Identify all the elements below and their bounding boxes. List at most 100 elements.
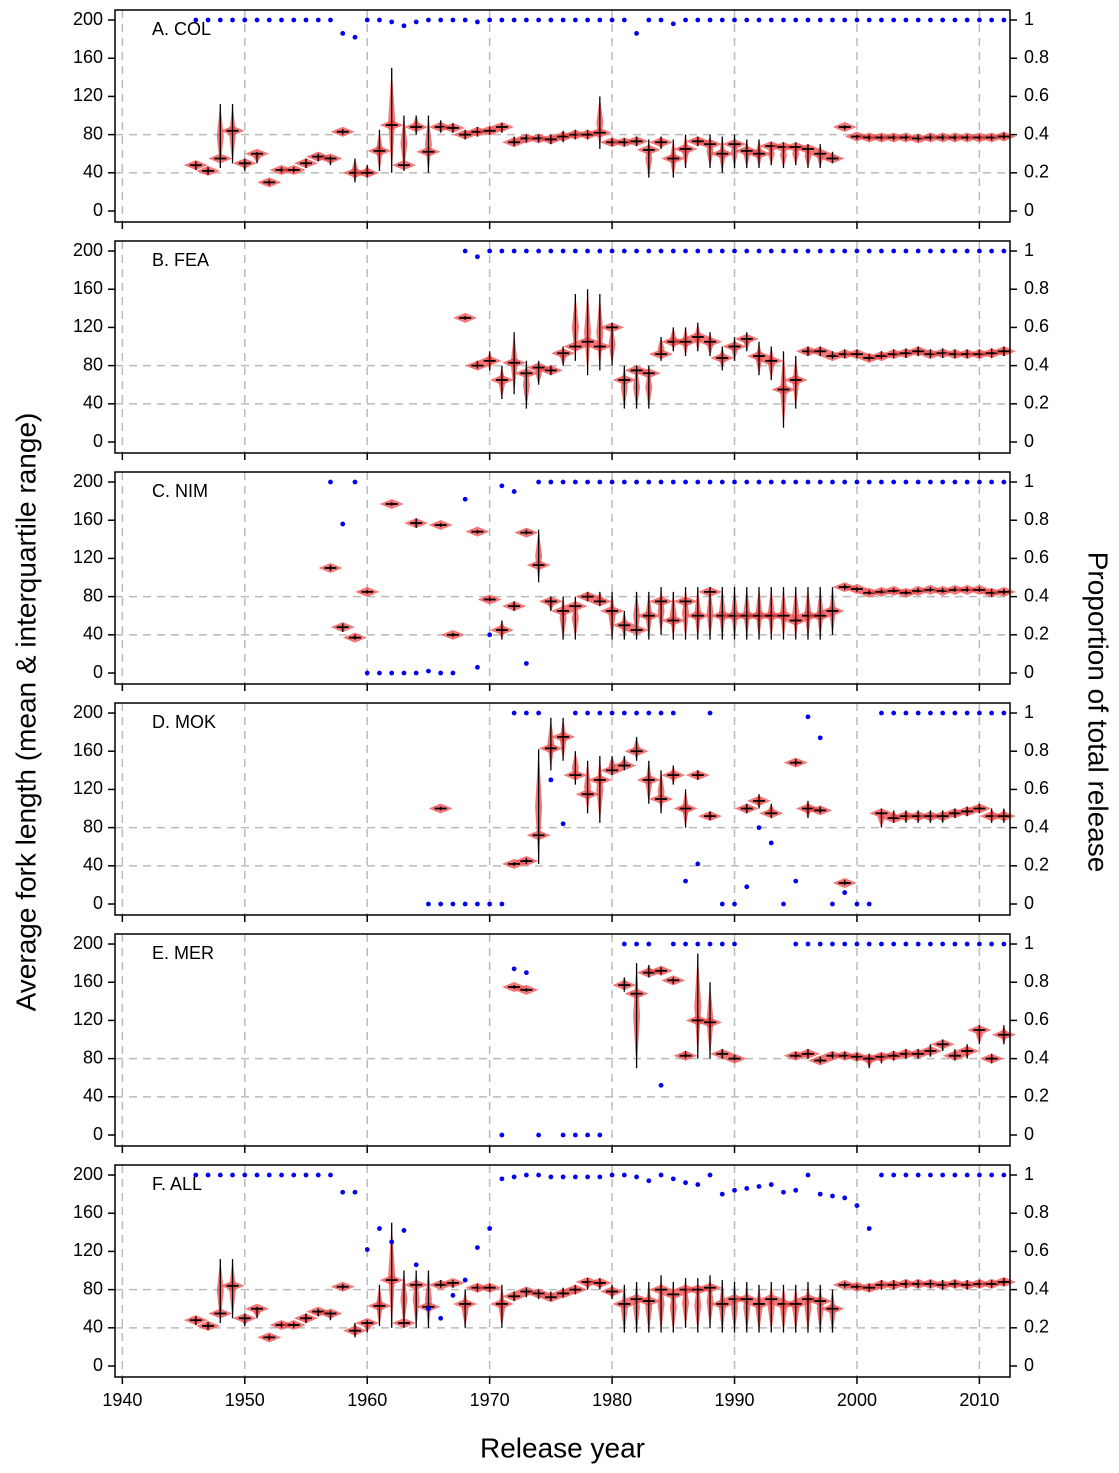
proportion-dot xyxy=(781,248,786,254)
proportion-dot xyxy=(585,710,590,716)
proportion-dot xyxy=(866,941,872,947)
proportion-dot xyxy=(707,248,713,254)
proportion-dot xyxy=(487,901,493,907)
proportion-dot xyxy=(242,1172,248,1178)
x-tick-label: 1950 xyxy=(225,1390,265,1410)
y2-tick-label: 0.6 xyxy=(1024,778,1049,798)
proportion-dot xyxy=(1001,1172,1007,1178)
proportion-dot xyxy=(879,710,884,716)
proportion-dot xyxy=(560,479,566,485)
proportion-dot xyxy=(597,479,603,485)
proportion-dot xyxy=(964,710,970,716)
proportion-dot xyxy=(266,17,272,23)
proportion-dot xyxy=(230,17,235,23)
proportion-dot xyxy=(560,821,566,827)
proportion-dot xyxy=(1001,248,1007,254)
proportion-dot xyxy=(768,248,774,254)
proportion-dot xyxy=(364,670,370,676)
proportion-dot xyxy=(548,17,554,23)
y2-tick-label: 0 xyxy=(1024,893,1034,913)
y-tick-label: 160 xyxy=(73,509,103,529)
proportion-dot xyxy=(585,479,590,485)
proportion-dot xyxy=(462,496,468,502)
proportion-dot xyxy=(634,30,639,36)
proportion-dot xyxy=(928,1172,933,1178)
proportion-dot xyxy=(781,17,786,23)
proportion-dot xyxy=(903,17,909,23)
proportion-dot xyxy=(1001,710,1007,716)
proportion-dot xyxy=(377,17,382,23)
y-tick-label: 160 xyxy=(73,47,103,67)
proportion-dot xyxy=(940,710,946,716)
proportion-dot xyxy=(940,248,946,254)
proportion-dot xyxy=(805,17,811,23)
proportion-dot xyxy=(426,901,431,907)
proportion-dot xyxy=(928,941,933,947)
proportion-dot xyxy=(646,941,652,947)
proportion-dot xyxy=(989,17,995,23)
proportion-dot xyxy=(597,710,603,716)
proportion-dot xyxy=(670,1176,676,1182)
proportion-dot xyxy=(426,1306,431,1312)
y-tick-label: 120 xyxy=(73,1009,103,1029)
proportion-dot xyxy=(475,901,480,907)
proportion-dot xyxy=(658,1082,664,1088)
proportion-dot xyxy=(940,1172,946,1178)
proportion-dot xyxy=(854,941,860,947)
y2-tick-label: 0 xyxy=(1024,1124,1034,1144)
proportion-dot xyxy=(487,632,493,638)
proportion-dot xyxy=(634,248,639,254)
proportion-dot xyxy=(303,1172,309,1178)
proportion-dot xyxy=(609,479,615,485)
proportion-dot xyxy=(903,941,909,947)
proportion-dot xyxy=(732,901,737,907)
proportion-dot xyxy=(768,1182,774,1187)
proportion-dot xyxy=(291,1172,297,1178)
proportion-dot xyxy=(928,248,933,254)
proportion-dot xyxy=(646,248,652,254)
proportion-dot xyxy=(438,670,444,676)
y2-axis-title: Proportion of total release xyxy=(1083,552,1114,873)
x-tick-label: 2010 xyxy=(959,1390,999,1410)
proportion-dot xyxy=(830,941,835,947)
proportion-dot xyxy=(915,479,921,485)
proportion-dot xyxy=(523,17,529,23)
y2-tick-label: 0.8 xyxy=(1024,1202,1049,1222)
proportion-dot xyxy=(511,489,517,494)
proportion-dot xyxy=(719,17,725,23)
proportion-dot xyxy=(915,17,921,23)
panel-title: F. ALL xyxy=(152,1174,202,1194)
proportion-dot xyxy=(279,1172,284,1178)
proportion-dot xyxy=(683,878,688,884)
proportion-dot xyxy=(315,1172,321,1178)
proportion-dot xyxy=(695,861,701,867)
proportion-dot xyxy=(658,248,664,254)
proportion-dot xyxy=(805,1172,811,1178)
proportion-dot xyxy=(523,248,529,254)
proportion-dot xyxy=(805,714,811,720)
proportion-dot xyxy=(658,710,664,716)
proportion-dot xyxy=(1001,17,1007,23)
proportion-dot xyxy=(499,1132,505,1138)
proportion-dot xyxy=(450,1292,456,1298)
proportion-dot xyxy=(254,1172,260,1178)
proportion-dot xyxy=(670,21,676,27)
y2-tick-label: 0.8 xyxy=(1024,740,1049,760)
proportion-dot xyxy=(964,1172,970,1178)
y2-tick-label: 1 xyxy=(1024,471,1034,491)
y-tick-label: 40 xyxy=(83,393,103,413)
proportion-dot xyxy=(915,248,921,254)
proportion-dot xyxy=(817,1191,823,1197)
proportion-dot xyxy=(536,17,542,23)
y-tick-label: 160 xyxy=(73,971,103,991)
proportion-dot xyxy=(585,1132,590,1138)
proportion-dot xyxy=(768,479,774,485)
proportion-dot xyxy=(842,248,848,254)
proportion-dot xyxy=(340,521,346,527)
proportion-dot xyxy=(915,941,921,947)
proportion-dot xyxy=(621,710,627,716)
proportion-dot xyxy=(756,248,762,254)
y2-tick-label: 0.6 xyxy=(1024,1009,1049,1029)
panel-title: D. MOK xyxy=(152,712,216,732)
